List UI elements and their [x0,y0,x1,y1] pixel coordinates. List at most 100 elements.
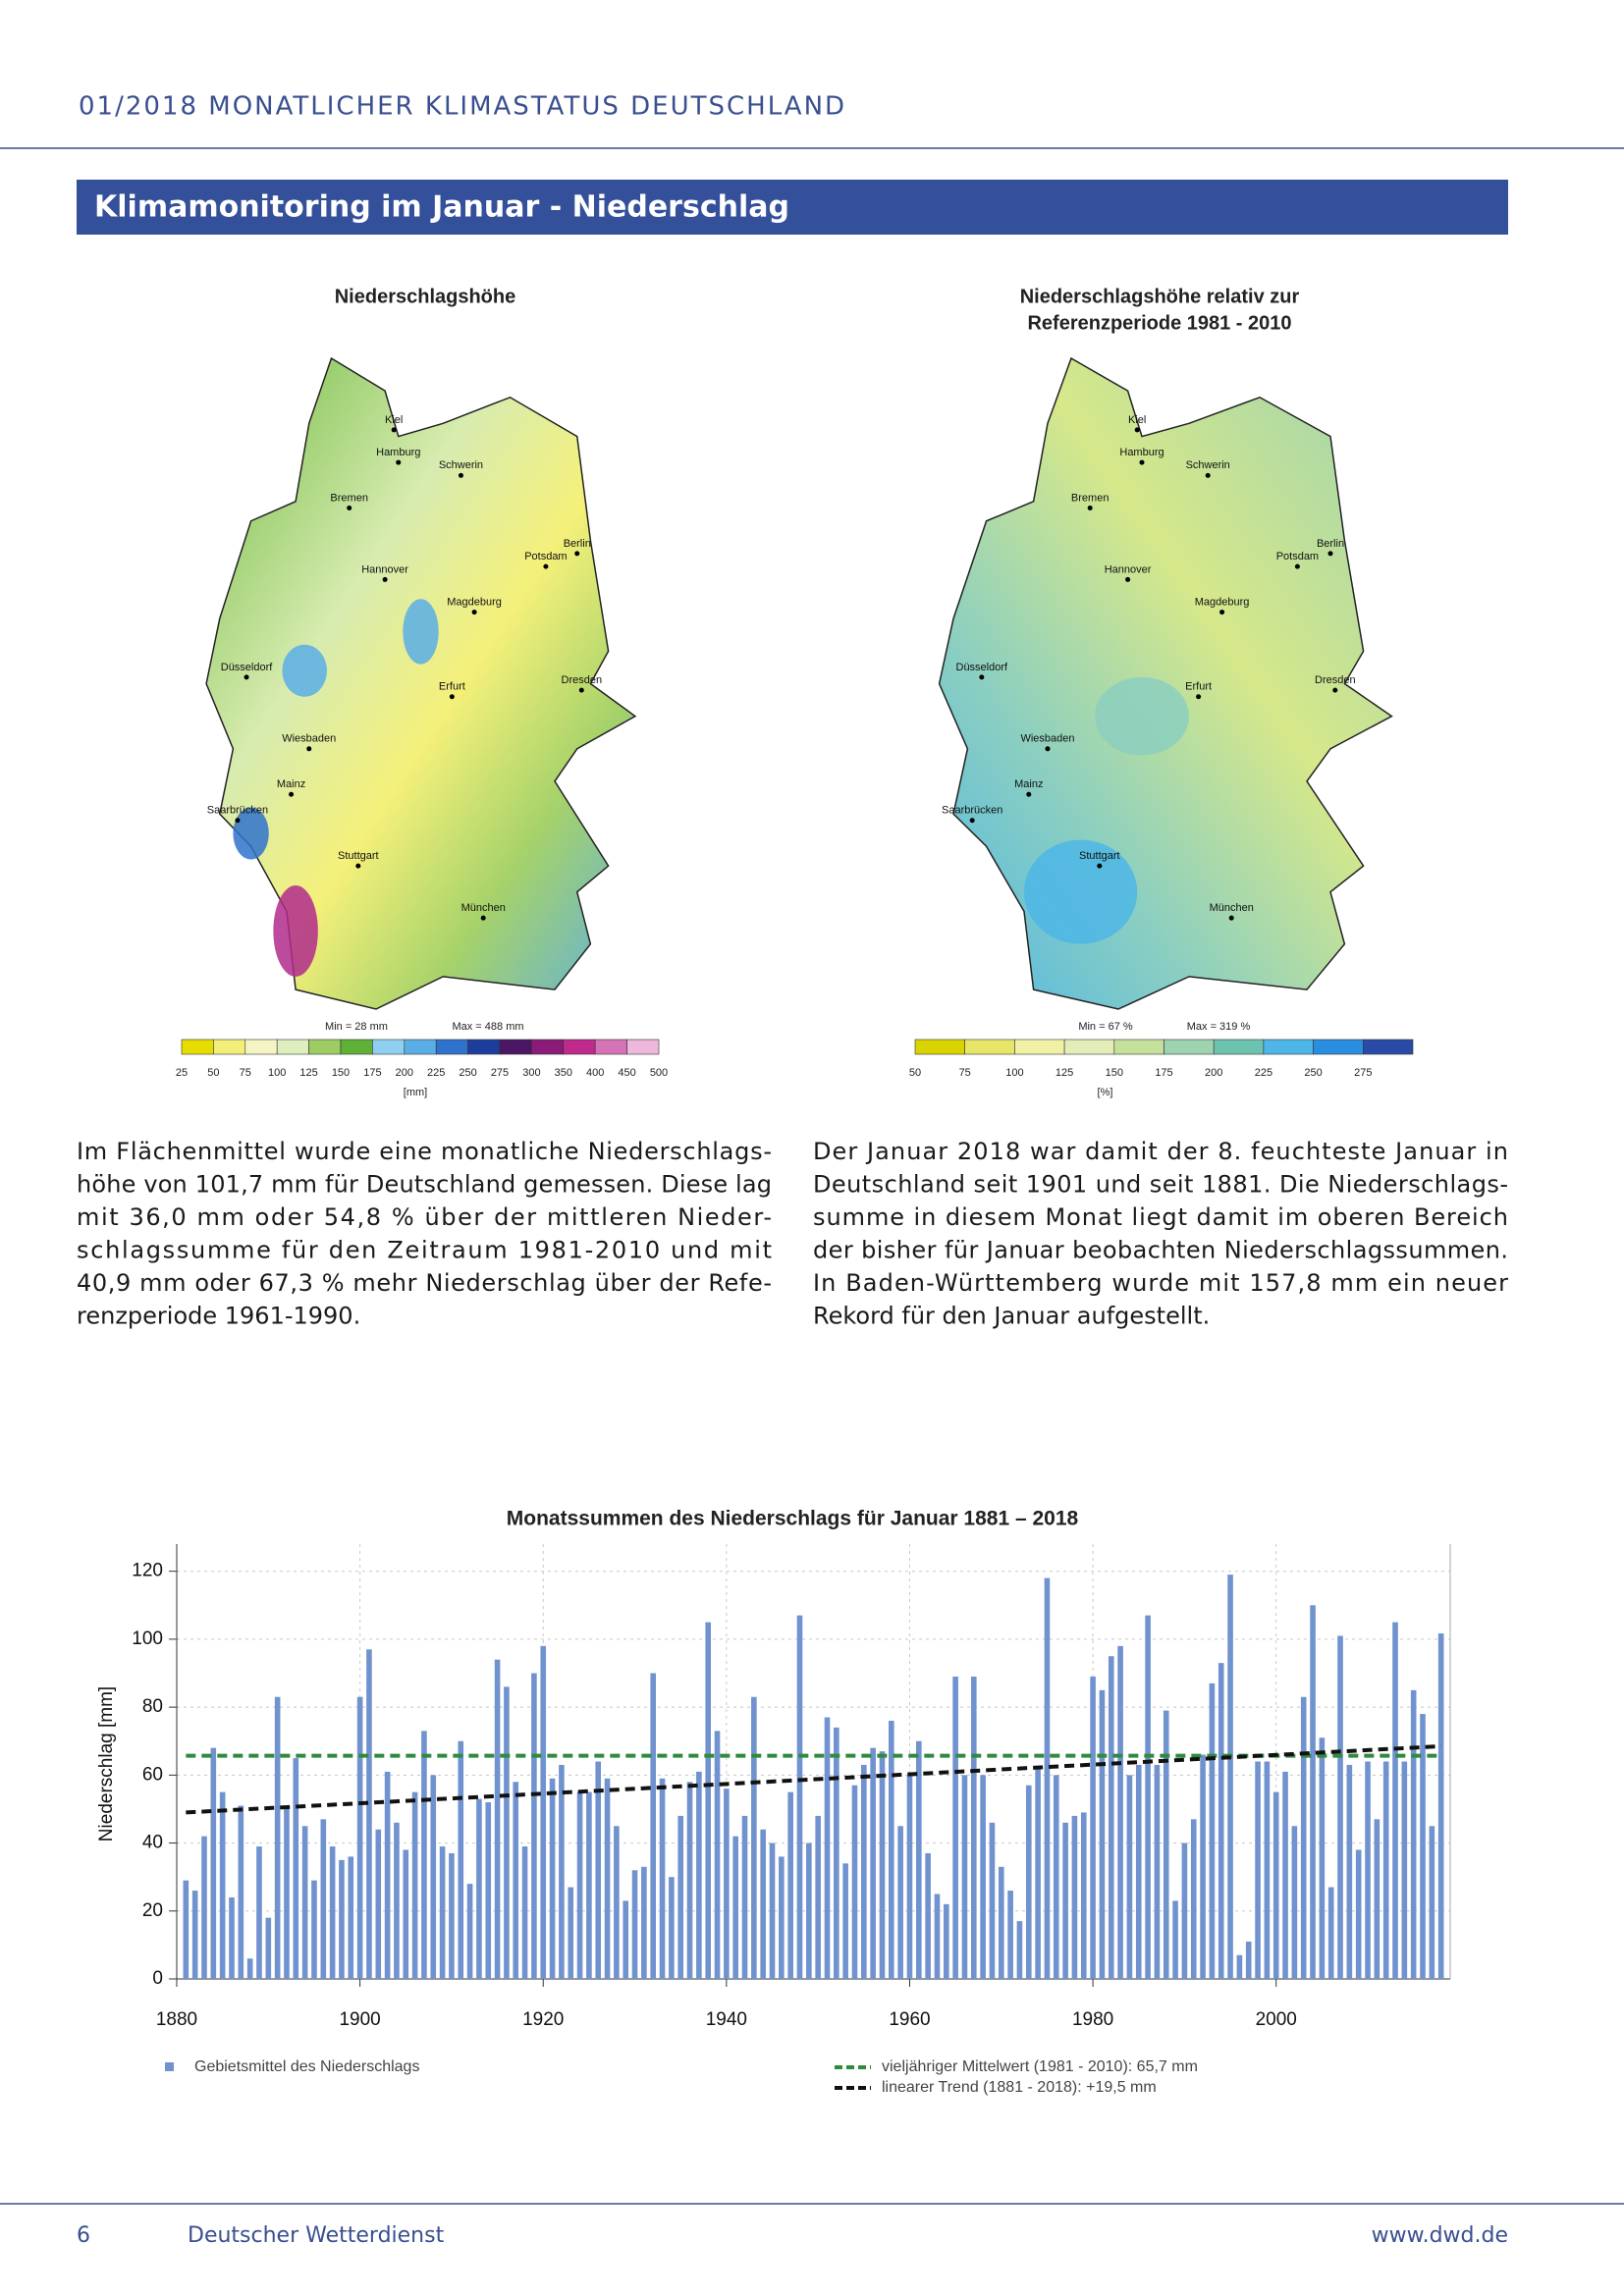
paragraph-line: Rekord für den Januar aufgestellt. [813,1303,1210,1330]
paragraph-line: mit 36,0 mm oder 54,8 % über der mittler… [77,1203,772,1231]
bar [1282,1771,1288,1979]
map-region [273,885,318,977]
bar [1319,1737,1326,1979]
bar [256,1846,262,1979]
legend-swatch [1164,1039,1215,1055]
city-dot [235,818,241,824]
city-label: Saarbrücken [207,805,268,817]
bar [375,1829,382,1979]
y-tick-label: 20 [142,1900,163,1921]
city-dot [1087,505,1093,510]
legend-swatch [594,1039,627,1055]
bar [1365,1761,1371,1979]
city-dot [382,576,388,582]
bar [513,1782,519,1979]
bar [1025,1785,1032,1979]
city-label: Hamburg [1119,447,1164,458]
y-tick-label: 40 [142,1833,163,1853]
paragraph-line: renzperiode 1961-1990. [77,1303,360,1330]
bar [320,1819,327,1979]
city-dot [1097,863,1103,869]
bar [1327,1887,1334,1979]
bar [686,1782,693,1979]
legend-swatch [964,1039,1015,1055]
legend-label: 75 [959,1067,971,1079]
reference-line [186,1743,1441,1815]
bar [1392,1622,1398,1979]
city-label: Erfurt [439,681,465,693]
bar [851,1785,858,1979]
legend-max: Max = 319 % [1187,1021,1251,1033]
bar [466,1884,473,1979]
bar [623,1900,629,1979]
bar [1420,1714,1426,1979]
bar [998,1866,1004,1979]
map-shape [205,356,637,1010]
bar [366,1649,372,1979]
map-title: Niederschlagshöhe [335,286,516,307]
map-title: Niederschlagshöhe relativ zur [1020,286,1300,307]
x-tick-label: 1960 [889,2009,930,2030]
legend-swatch [1014,1039,1065,1055]
header-title: 01/2018 MONATLICHER KLIMASTATUS DEUTSCHL… [79,92,846,122]
city-dot [289,791,295,797]
bar [1310,1605,1316,1979]
legend-swatch [276,1039,309,1055]
bar [403,1849,409,1979]
map-region [233,807,269,860]
city-label: Berlin [1317,538,1344,550]
bar [705,1622,711,1979]
bar [531,1673,537,1979]
bar [1062,1822,1068,1979]
city-dot [244,674,249,680]
legend-label: 50 [909,1067,921,1079]
bar [1181,1842,1188,1979]
bar [430,1775,437,1979]
city-label: Wiesbaden [1020,733,1074,745]
legend-label: 150 [332,1067,350,1079]
legend-swatch [563,1039,596,1055]
city-label: Potsdam [524,551,567,562]
legend-label: 250 [1304,1067,1322,1079]
x-tick-label: 1920 [522,2009,564,2030]
legend-label: 250 [459,1067,476,1079]
bar [989,1822,996,1979]
legend-label: 150 [1106,1067,1123,1079]
city-label: Magdeburg [447,596,502,608]
legend-swatch [531,1039,565,1055]
city-label: Düsseldorf [221,662,274,673]
bar [659,1778,666,1979]
bar [595,1761,602,1979]
bar [1300,1696,1307,1979]
legend-label: 350 [555,1067,572,1079]
city-label: Dresden [1315,674,1356,686]
legend-label: 275 [1354,1067,1372,1079]
city-label: Mainz [1014,778,1043,790]
bar [724,1789,730,1979]
legend-label: 400 [586,1067,604,1079]
bar [641,1866,647,1979]
bar [1272,1791,1279,1979]
bar [1080,1812,1087,1979]
bar [834,1727,839,1979]
bar [1090,1676,1096,1979]
bar [1255,1761,1261,1979]
legend-label: 200 [396,1067,413,1079]
city-label: Berlin [564,538,591,550]
legend-swatch [340,1039,373,1055]
legend-swatch [1263,1039,1314,1055]
map-region [403,599,439,665]
x-tick-label: 1940 [706,2009,747,2030]
bar [586,1791,592,1979]
x-tick-label: 1880 [156,2009,197,2030]
bar [348,1856,354,1979]
city-label: Magdeburg [1195,596,1250,608]
paragraph-line: 40,9 mm oder 67,3 % mehr Niederschlag üb… [77,1269,772,1297]
bar [1126,1775,1133,1979]
bar [1291,1826,1298,1979]
y-axis-label: Niederschlag [mm] [96,1686,117,1842]
bar [677,1815,684,1979]
y-tick-label: 0 [152,1968,163,1989]
bar [1209,1682,1216,1979]
